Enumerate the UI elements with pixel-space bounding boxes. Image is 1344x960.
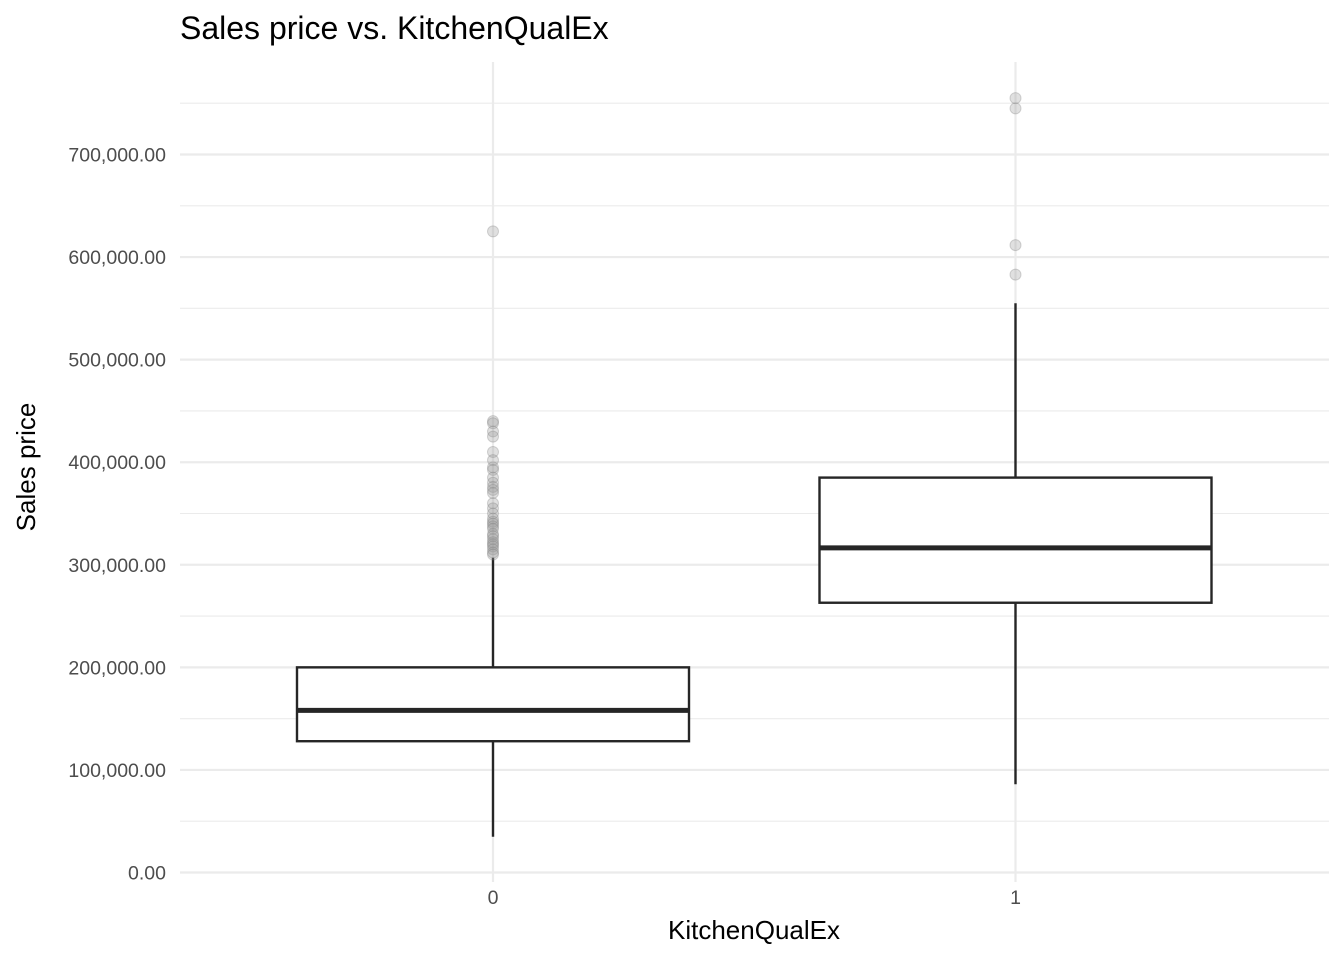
outlier-point bbox=[487, 543, 499, 556]
outlier-point bbox=[487, 463, 499, 476]
outlier-point bbox=[487, 536, 499, 549]
outlier-point bbox=[487, 520, 499, 533]
outlier-point bbox=[487, 471, 499, 484]
y-tick-label: 400,000.00 bbox=[68, 452, 166, 474]
outlier-point bbox=[487, 540, 499, 553]
y-tick-label: 600,000.00 bbox=[68, 247, 166, 269]
outlier-point bbox=[1009, 239, 1022, 252]
outlier-point bbox=[487, 548, 499, 561]
box-1 bbox=[818, 92, 1213, 785]
outlier-point bbox=[487, 417, 499, 430]
outlier-point bbox=[487, 530, 499, 543]
x-tick-label: 0 bbox=[488, 887, 499, 909]
outlier-point bbox=[487, 430, 499, 443]
outlier-point bbox=[487, 480, 499, 493]
chart-title: Sales price vs. KitchenQualEx bbox=[180, 10, 609, 46]
x-tick-label: 1 bbox=[1010, 887, 1021, 909]
outlier-point bbox=[487, 522, 499, 535]
outlier-point bbox=[487, 225, 499, 238]
outlier-point bbox=[487, 515, 499, 528]
outlier-point bbox=[487, 445, 499, 458]
outlier-point bbox=[1009, 102, 1022, 115]
outlier-point bbox=[487, 476, 499, 489]
grid bbox=[180, 62, 1329, 882]
boxes bbox=[295, 92, 1213, 837]
outlier-point bbox=[487, 507, 499, 520]
outlier-point bbox=[487, 461, 499, 474]
y-tick-label: 300,000.00 bbox=[68, 555, 166, 577]
outlier-point bbox=[487, 483, 499, 496]
outlier-point bbox=[1009, 268, 1022, 281]
outlier-point bbox=[487, 497, 499, 510]
outlier-point bbox=[487, 538, 499, 551]
y-tick-label: 200,000.00 bbox=[68, 657, 166, 679]
outlier-point bbox=[487, 528, 499, 541]
box-0 bbox=[295, 225, 691, 837]
iqr-box bbox=[818, 476, 1213, 604]
iqr-box bbox=[295, 666, 691, 743]
outlier-point bbox=[487, 415, 499, 428]
outlier-point bbox=[487, 512, 499, 525]
outlier-point bbox=[487, 517, 499, 530]
y-tick-label: 700,000.00 bbox=[68, 145, 166, 167]
outlier-point bbox=[1009, 92, 1022, 105]
y-tick-label: 100,000.00 bbox=[68, 760, 166, 782]
y-tick-label: 500,000.00 bbox=[68, 350, 166, 372]
y-axis-title: Sales price bbox=[11, 403, 41, 532]
outlier-point bbox=[487, 546, 499, 559]
outlier-point bbox=[487, 486, 499, 499]
outlier-point bbox=[487, 502, 499, 515]
ticks: 0.00 100,000.00 200,000.00 300,000.00 400,00… bbox=[68, 145, 1021, 910]
outlier-point bbox=[487, 533, 499, 546]
y-tick-label: 0.00 bbox=[128, 863, 166, 885]
outlier-point bbox=[487, 454, 499, 467]
x-axis-title: KitchenQualEx bbox=[668, 915, 840, 945]
outlier-point bbox=[487, 425, 499, 438]
